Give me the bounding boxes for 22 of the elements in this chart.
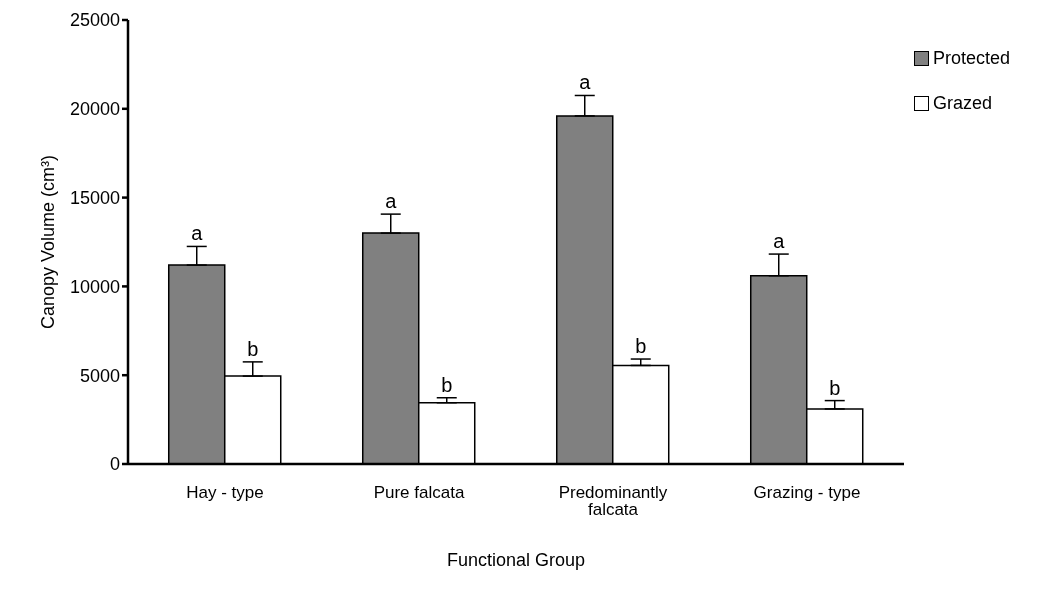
x-tick-label: Grazing - type — [753, 483, 861, 503]
annotation: a — [385, 190, 398, 213]
x-tick-label: Pure falcata — [373, 483, 465, 503]
y-tick-label: 15000 — [69, 187, 120, 208]
annotation: a — [579, 71, 592, 94]
y-tick-label: 0 — [109, 454, 120, 475]
y-axis-title: Canopy Volume (cm³) — [38, 154, 59, 330]
y-tick-label: 10000 — [69, 276, 120, 297]
y-tick-label: 5000 — [79, 365, 120, 386]
x-axis-title: Functional Group — [446, 550, 586, 570]
legend-label: Protected — [933, 48, 1011, 69]
annotation: a — [773, 230, 786, 253]
x-tick-label: Hay - type — [186, 483, 264, 503]
legend-label: Grazed — [933, 93, 993, 114]
y-tick-label: 25000 — [69, 10, 120, 31]
annotation: a — [191, 222, 204, 245]
x-tick-label: Predominantly falcata — [558, 483, 668, 520]
annotation: b — [635, 335, 647, 358]
annotation: b — [829, 376, 841, 399]
annotation: b — [441, 373, 453, 396]
annotation: b — [247, 337, 259, 360]
y-tick-label: 20000 — [69, 99, 120, 120]
